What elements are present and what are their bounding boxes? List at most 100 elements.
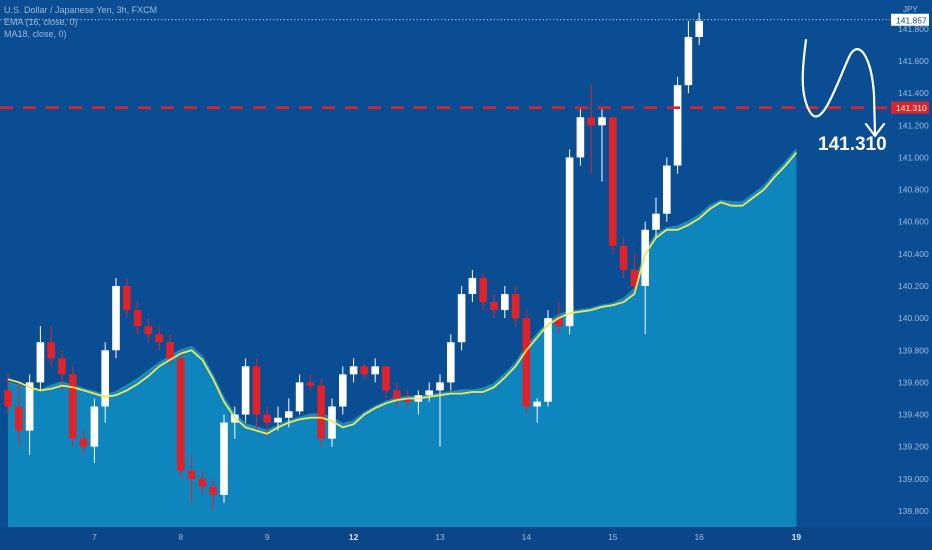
price-tick-label: 141.800 <box>898 24 929 34</box>
candle <box>349 358 358 383</box>
time-axis: 7 8 9 12 13 14 15 16 19 <box>0 527 932 550</box>
candle-body <box>144 326 153 335</box>
candle <box>144 318 153 343</box>
candle-body <box>317 385 325 439</box>
price-tick-label: 139.000 <box>898 474 929 484</box>
candle <box>641 221 649 335</box>
candle-body <box>393 390 401 399</box>
date-tick-label: 8 <box>178 532 183 542</box>
price-tick-label: 141.600 <box>898 56 929 66</box>
candle <box>177 350 185 479</box>
candle <box>371 358 379 383</box>
candle <box>468 269 477 303</box>
candle-body <box>306 382 315 386</box>
candle-body <box>15 406 23 431</box>
candle <box>133 302 142 335</box>
candle <box>609 117 617 254</box>
price-tick-label: 139.800 <box>898 345 929 355</box>
candle-body <box>252 366 261 415</box>
candle-body <box>155 334 163 343</box>
price-tick-label: 140.600 <box>898 217 929 227</box>
ma-area <box>7 148 798 527</box>
date-tick-label: 14 <box>522 532 532 542</box>
candle-body <box>641 229 649 286</box>
candle <box>511 285 520 327</box>
candle-body <box>58 358 66 375</box>
ma-line <box>7 148 798 432</box>
candle-body <box>198 478 207 487</box>
candle <box>112 277 120 359</box>
candle <box>79 430 88 455</box>
price-tick-label: 138.800 <box>898 506 929 516</box>
date-tick-label: 9 <box>265 532 270 542</box>
candle <box>306 374 315 391</box>
candle <box>166 334 174 367</box>
candle-body <box>360 366 369 375</box>
candle <box>382 366 390 399</box>
candle-body <box>349 366 358 375</box>
candle <box>663 157 671 222</box>
candle-body <box>511 294 520 319</box>
candle <box>447 334 455 391</box>
ma-area-fill <box>8 149 797 527</box>
candle-body <box>425 390 433 396</box>
candle <box>576 109 585 166</box>
candle-body <box>47 342 55 359</box>
candle-body <box>69 374 77 439</box>
candle-body <box>328 406 336 439</box>
candle-body <box>339 374 347 407</box>
price-tick-label: 141.000 <box>898 152 929 162</box>
date-tick-label: 13 <box>435 532 445 542</box>
candle-body <box>133 310 142 327</box>
projection-arrow <box>801 38 877 135</box>
candle <box>393 382 401 407</box>
candle-body <box>177 358 185 471</box>
candle <box>295 374 304 415</box>
candle <box>36 326 45 391</box>
candle <box>490 294 498 319</box>
legend: U.S. Dollar / Japanese Yen, 3h, FXCM EMA… <box>4 4 157 40</box>
candle-body <box>490 302 498 311</box>
candle-body <box>436 382 444 391</box>
candle-body <box>36 342 45 383</box>
date-tick-label: 12 <box>349 532 359 542</box>
candle-body <box>544 318 552 402</box>
candle-body <box>447 342 455 383</box>
ma-legend: MA18, close, 0) <box>4 29 67 39</box>
candle-body <box>382 366 390 391</box>
ema-legend: EMA (16, close, 0) <box>4 17 78 27</box>
date-tick-label: 16 <box>694 532 704 542</box>
candle <box>339 366 347 415</box>
candle <box>652 197 660 238</box>
candle-body <box>619 245 628 270</box>
candle <box>4 374 12 415</box>
candle-body <box>587 117 595 126</box>
candle-body <box>598 117 606 126</box>
candle-body <box>501 294 509 311</box>
candle <box>457 285 466 351</box>
candle-body <box>522 318 531 407</box>
resistance-badge <box>891 101 929 114</box>
candle <box>187 454 196 503</box>
candle-body <box>112 285 120 351</box>
date-tick-label: 7 <box>92 532 97 542</box>
candle <box>101 342 109 423</box>
price-tick-label: 140.400 <box>898 249 929 259</box>
candle <box>241 358 250 423</box>
candle-body <box>403 398 412 402</box>
candle <box>252 358 261 431</box>
ema-line <box>7 152 798 435</box>
candle <box>123 277 131 319</box>
candle <box>47 326 55 367</box>
candle <box>533 398 541 423</box>
annotation-group: 141.310 <box>801 38 887 155</box>
candle <box>360 363 369 380</box>
candle <box>479 273 487 311</box>
time-axis-bg <box>0 527 932 550</box>
symbol-title: U.S. Dollar / Japanese Yen, 3h, FXCM <box>4 5 158 15</box>
candle <box>598 109 606 182</box>
candle-body <box>123 285 131 311</box>
current-price-badge-label: 141.857 <box>896 15 927 25</box>
